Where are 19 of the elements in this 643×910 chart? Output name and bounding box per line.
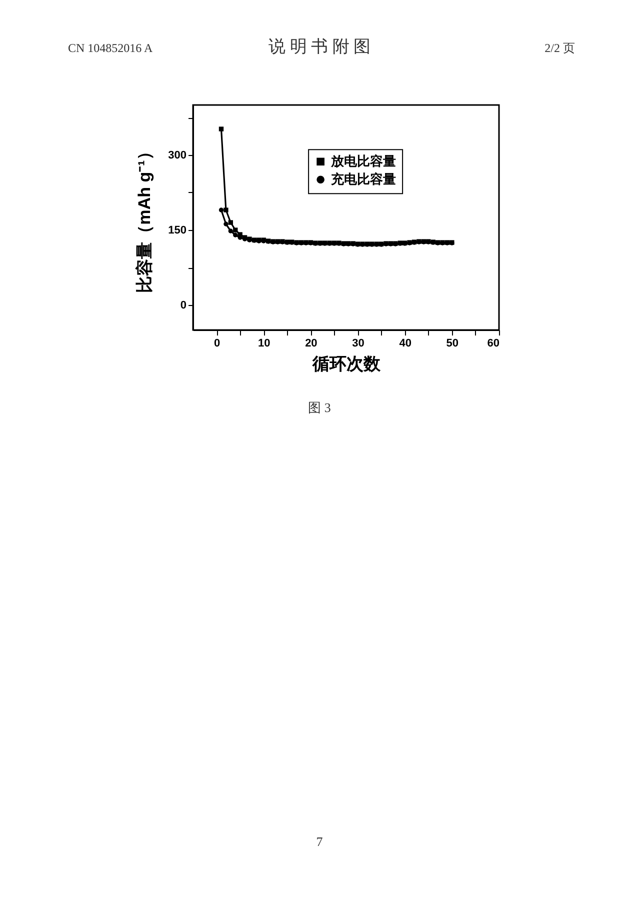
- x-axis-title: 循环次数: [312, 354, 382, 374]
- legend-label: 放电比容量: [330, 154, 396, 169]
- x-tick-label: 50: [446, 338, 459, 350]
- legend-label: 充电比容量: [330, 172, 396, 187]
- y-axis-title: 比容量（mAh g⁻¹）: [135, 143, 154, 293]
- chart-title: 说 明 书 附 图: [268, 37, 370, 56]
- caption: 图 3: [308, 400, 331, 415]
- x-tick-label: 20: [305, 338, 318, 350]
- x-tick-label: 60: [487, 338, 500, 350]
- text: 2/2 页: [544, 41, 575, 55]
- x-tick-label: 0: [214, 338, 220, 350]
- text: 7: [316, 834, 324, 849]
- x-tick-label: 40: [399, 338, 412, 350]
- text: CN 104852016 A: [68, 41, 154, 55]
- y-tick-label: 0: [180, 300, 186, 312]
- y-tick-label: 150: [168, 224, 186, 236]
- x-tick-label: 30: [352, 338, 364, 350]
- y-tick-label: 300: [168, 150, 186, 162]
- x-tick-label: 10: [258, 338, 270, 350]
